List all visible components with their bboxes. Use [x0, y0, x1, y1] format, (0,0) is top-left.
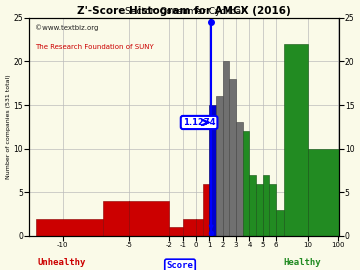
Bar — [229, 79, 236, 236]
Bar — [263, 175, 270, 236]
Text: 1.1274: 1.1274 — [183, 118, 215, 127]
Bar — [270, 184, 276, 236]
Bar — [216, 96, 223, 236]
Bar — [276, 210, 284, 236]
Bar — [103, 201, 129, 236]
Bar — [308, 149, 338, 236]
Text: Sector: Consumer Cyclical: Sector: Consumer Cyclical — [125, 6, 243, 16]
Text: The Research Foundation of SUNY: The Research Foundation of SUNY — [35, 44, 154, 50]
Bar — [249, 175, 256, 236]
Text: Unhealthy: Unhealthy — [37, 258, 85, 267]
Bar — [196, 218, 203, 236]
Bar — [284, 44, 308, 236]
Text: Healthy: Healthy — [284, 258, 321, 267]
Bar — [210, 105, 216, 236]
Text: Score: Score — [167, 261, 193, 270]
Title: Z'-Score Histogram for AMCX (2016): Z'-Score Histogram for AMCX (2016) — [77, 6, 291, 16]
Bar — [243, 131, 249, 236]
Bar — [223, 61, 229, 236]
Bar — [236, 123, 243, 236]
Bar — [129, 201, 169, 236]
Bar — [169, 227, 183, 236]
Bar — [256, 184, 263, 236]
Text: ©www.textbiz.org: ©www.textbiz.org — [35, 24, 99, 31]
Bar — [183, 218, 196, 236]
Bar — [36, 218, 103, 236]
Bar — [203, 184, 210, 236]
Y-axis label: Number of companies (531 total): Number of companies (531 total) — [5, 75, 10, 179]
